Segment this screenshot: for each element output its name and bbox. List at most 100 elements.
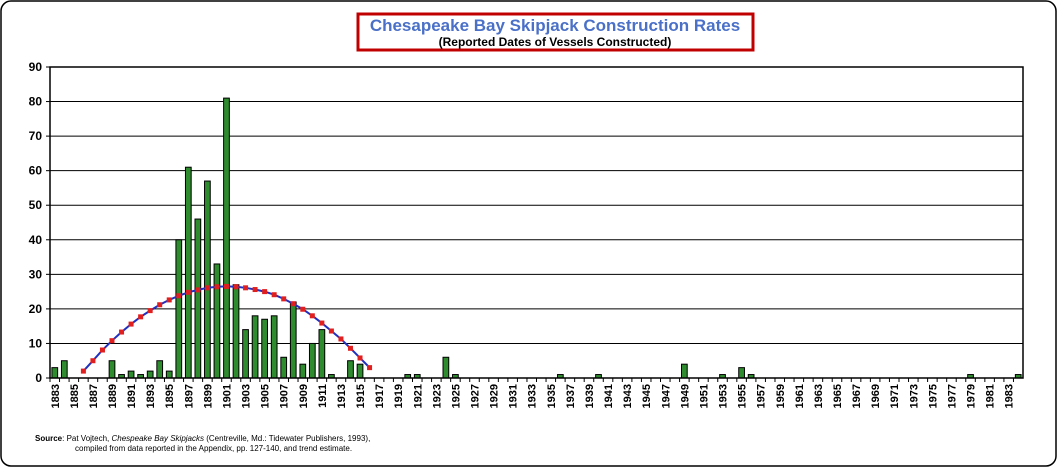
y-tick-label: 20 [29,302,43,316]
bar [146,370,154,379]
y-tick-label: 80 [29,95,43,109]
x-tick-label: 1943 [622,384,634,408]
x-tick-label: 1967 [851,384,863,408]
x-tick-label: 1937 [565,384,577,408]
bar [738,367,745,379]
title-box [356,12,755,52]
trend-marker [176,293,182,299]
source-line: Source: Pat Vojtech, Chespeake Bay Skipj… [35,434,370,443]
bar [242,329,249,379]
bar [223,97,230,379]
trend-marker [223,283,229,289]
trend-marker [281,296,287,302]
trend-marker [319,320,325,326]
bar [299,363,307,379]
trend-marker [80,368,86,374]
bar [356,363,364,379]
x-tick-label: 1925 [450,384,462,408]
x-tick-label: 1983 [1004,384,1016,408]
bar [280,356,288,379]
x-tick-label: 1963 [813,384,825,408]
trend-marker [300,306,306,312]
bar [194,218,202,379]
x-tick-label: 1907 [279,384,291,408]
trend-marker [262,289,268,295]
x-tick-label: 1955 [737,384,749,408]
trend-marker [128,321,134,327]
x-tick-label: 1953 [718,384,730,408]
source-book: Chespeake Bay Skipjacks [112,434,205,443]
x-tick-label: 1909 [298,384,310,408]
x-tick-label: 1927 [469,384,481,408]
bar [347,360,354,379]
source-text: (Centreville, Md.: Tidewater Publishers,… [204,434,370,443]
bar [213,263,221,379]
x-tick-label: 1941 [603,384,615,408]
trend-marker [357,355,363,361]
plot-area [50,67,1023,378]
x-tick-label: 1889 [107,384,119,408]
y-tick-label: 60 [29,164,43,178]
x-tick-label: 1931 [508,384,520,408]
trend-marker [309,313,315,319]
trend-marker [252,287,258,293]
x-tick-label: 1959 [775,384,787,408]
trend-marker [347,345,353,351]
trend-marker [185,289,191,295]
y-tick-label: 90 [29,60,43,74]
bar [232,284,240,379]
x-tick-label: 1969 [870,384,882,408]
y-tick-label: 10 [29,336,43,350]
trend-marker [243,285,249,291]
trend-marker [90,358,96,364]
plot-border [49,66,1024,379]
x-tick-label: 1929 [489,384,501,408]
y-tick-label: 40 [29,233,43,247]
trend-marker [119,329,125,335]
x-tick-label: 1935 [546,384,558,408]
x-tick-label: 1977 [946,384,958,408]
x-tick-label: 1891 [126,384,138,408]
x-tick-label: 1883 [50,384,62,408]
x-tick-label: 1945 [641,384,653,408]
trend-marker [147,308,153,314]
bar [127,370,135,379]
trend-marker [109,338,115,344]
bar [175,239,183,379]
x-tick-label: 1895 [164,384,176,408]
x-tick-label: 1975 [927,384,939,408]
bar [108,360,116,379]
x-tick-label: 1897 [183,384,195,408]
x-tick-label: 1911 [317,384,329,408]
x-tick-label: 1957 [756,384,768,408]
chart-title: Chesapeake Bay Skipjack Construction Rat… [370,16,740,35]
trend-marker [328,328,334,334]
x-tick-label: 1939 [584,384,596,408]
trend-marker [99,347,105,353]
source-label: Source [35,434,63,443]
x-tick-label: 1913 [336,384,348,408]
y-tick-label: 50 [29,198,43,212]
y-tick-label: 0 [35,371,42,385]
y-tick-label: 70 [29,129,43,143]
x-tick-label: 1919 [393,384,405,408]
bar [165,370,173,379]
bar [156,360,164,379]
x-tick-label: 1965 [832,384,844,408]
x-tick-label: 1921 [412,384,424,408]
x-tick-label: 1887 [88,384,100,408]
x-tick-label: 1901 [221,384,233,408]
x-tick-label: 1905 [260,384,272,408]
x-tick-label: 1885 [69,384,81,408]
bar [442,356,450,379]
x-tick-label: 1893 [145,384,157,408]
bar [60,360,68,379]
x-tick-label: 1951 [698,384,710,408]
trend-marker [204,285,210,291]
trend-marker [338,336,344,342]
source-line: compiled from data reported in the Appen… [75,444,352,453]
x-tick-label: 1947 [660,384,672,408]
bar [318,329,326,379]
y-tick-label: 30 [29,267,43,281]
